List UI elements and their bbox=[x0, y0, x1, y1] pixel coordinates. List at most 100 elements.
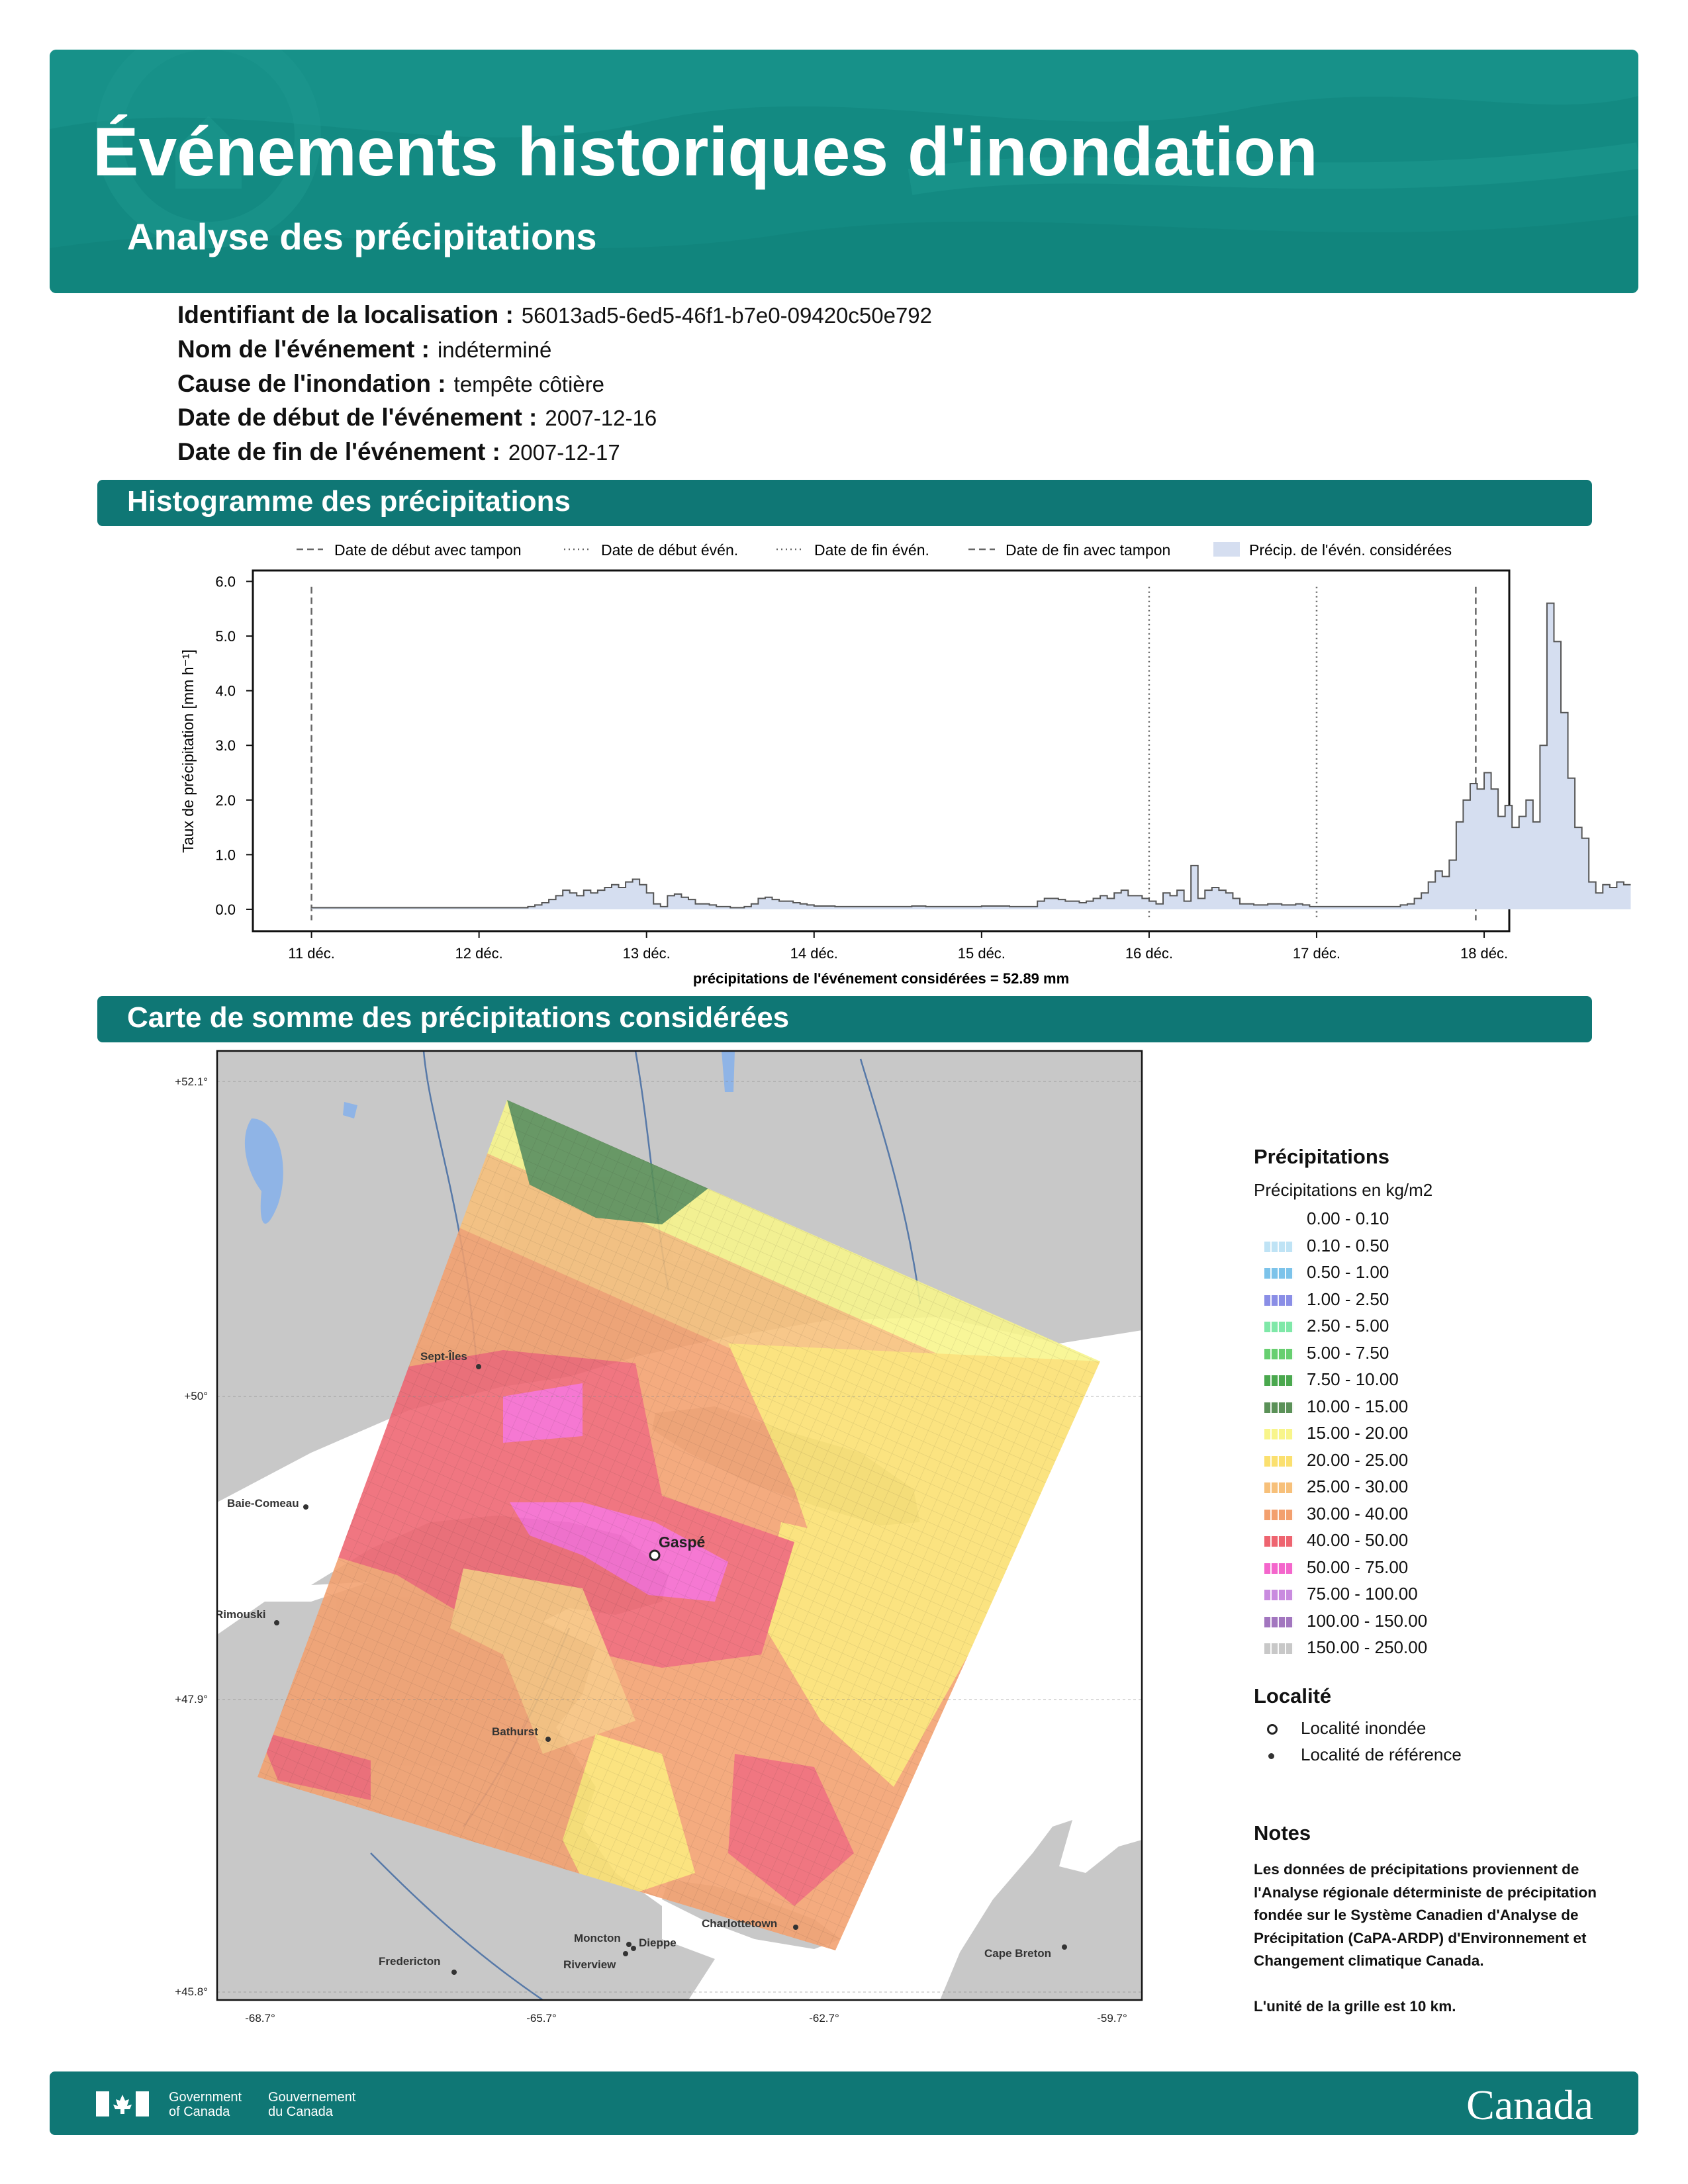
y-tick-label: 1.0 bbox=[215, 846, 236, 863]
section-title: Histogramme des précipitations bbox=[127, 485, 571, 518]
legend-class-row: 0.00 - 0.10 bbox=[1264, 1208, 1389, 1231]
legend-flooded-label: Localité inondée bbox=[1301, 1718, 1427, 1738]
notes-paragraph: Les données de précipitations proviennen… bbox=[1254, 1861, 1597, 1969]
info-label: Nom de l'événement : bbox=[177, 336, 430, 363]
place-label: Bathurst bbox=[492, 1725, 538, 1738]
map-frame bbox=[216, 1050, 1143, 2001]
footer-bar: Government of Canada Gouvernement du Can… bbox=[50, 2071, 1638, 2135]
legend-class-row: 7.50 - 10.00 bbox=[1264, 1369, 1399, 1392]
lat-label: +50° bbox=[184, 1390, 208, 1402]
legend-class-row: 20.00 - 25.00 bbox=[1264, 1450, 1408, 1473]
legend-class-label: 0.50 - 1.00 bbox=[1307, 1262, 1389, 1282]
plot-frame bbox=[252, 569, 1511, 933]
y-tick-label: 0.0 bbox=[215, 901, 236, 918]
legend-swatch bbox=[1264, 1268, 1293, 1279]
place-label: Riverview bbox=[563, 1958, 616, 1971]
legend-class-label: 150.00 - 250.00 bbox=[1307, 1637, 1428, 1657]
legend-class-label: 10.00 - 15.00 bbox=[1307, 1396, 1409, 1416]
legend-flooded-row: Localité inondée bbox=[1264, 1718, 1426, 1739]
legend-swatch bbox=[1264, 1643, 1293, 1655]
legend-precip-subtitle: Précipitations en kg/m2 bbox=[1254, 1180, 1433, 1200]
lon-label: -65.7° bbox=[526, 2012, 557, 2025]
legend-label: Date de début avec tampon bbox=[334, 541, 522, 559]
legend-reference-label: Localité de référence bbox=[1301, 1745, 1462, 1764]
legend-swatch bbox=[1264, 1214, 1293, 1226]
legend-class-row: 15.00 - 20.00 bbox=[1264, 1423, 1408, 1445]
info-label: Date de début de l'événement : bbox=[177, 404, 538, 431]
reference-marker-icon bbox=[1268, 1752, 1274, 1759]
info-label: Date de fin de l'événement : bbox=[177, 438, 500, 465]
legend-swatch bbox=[1264, 1402, 1293, 1413]
legend-precip-title: Précipitations bbox=[1254, 1145, 1389, 1168]
title-banner: Événements historiques d'inondation Anal… bbox=[50, 50, 1638, 293]
legend-swatch bbox=[1264, 1536, 1293, 1547]
legend-class-row: 10.00 - 15.00 bbox=[1264, 1396, 1408, 1419]
info-event-name: Nom de l'événement : indéterminé bbox=[177, 336, 551, 363]
place-label: Baie-Comeau bbox=[227, 1497, 299, 1510]
legend-class-row: 0.10 - 0.50 bbox=[1264, 1236, 1389, 1258]
x-tick-label: 17 déc. bbox=[1293, 945, 1340, 962]
legend-swatch bbox=[1264, 1563, 1293, 1574]
legend-class-label: 50.00 - 75.00 bbox=[1307, 1557, 1409, 1577]
y-tick-label: 6.0 bbox=[215, 574, 236, 590]
legend-class-row: 0.50 - 1.00 bbox=[1264, 1262, 1389, 1285]
legend-class-label: 30.00 - 40.00 bbox=[1307, 1503, 1409, 1524]
legend-locality-title: Localité bbox=[1254, 1684, 1332, 1707]
y-tick-label: 4.0 bbox=[215, 683, 236, 700]
legend-class-label: 7.50 - 10.00 bbox=[1307, 1369, 1399, 1389]
legend-class-row: 5.00 - 7.50 bbox=[1264, 1343, 1389, 1365]
notes-body: Les données de précipitations proviennen… bbox=[1254, 1858, 1624, 2018]
legend-class-label: 75.00 - 100.00 bbox=[1307, 1584, 1418, 1604]
banner-wave-decoration bbox=[50, 50, 1638, 293]
canada-flag-icon bbox=[96, 2091, 149, 2116]
chart-legend: Date de début avec tampon Date de début … bbox=[297, 541, 1452, 559]
legend-reference-row: Localité de référence bbox=[1264, 1745, 1462, 1765]
section-histogram-header: Histogramme des précipitations bbox=[97, 480, 1592, 526]
legend-class-row: 1.00 - 2.50 bbox=[1264, 1289, 1389, 1312]
legend-class-row: 150.00 - 250.00 bbox=[1264, 1637, 1427, 1660]
lat-label: +47.9° bbox=[175, 1693, 208, 1706]
lon-label: -62.7° bbox=[809, 2012, 839, 2025]
place-label: Dieppe bbox=[639, 1936, 677, 1949]
legend-class-label: 0.10 - 0.50 bbox=[1307, 1235, 1389, 1255]
precip-area bbox=[311, 603, 1631, 909]
gov-fr-label: Gouvernement du Canada bbox=[268, 2090, 356, 2119]
notes-grid-unit: L'unité de la grille est 10 km. bbox=[1254, 1997, 1456, 2015]
place-label: Gaspé bbox=[659, 1533, 705, 1551]
flooded-location-marker bbox=[649, 1549, 661, 1561]
legend-swatch bbox=[1264, 1295, 1293, 1306]
legend-label: Précip. de l'évén. considérées bbox=[1249, 541, 1452, 559]
legend-swatch bbox=[1264, 1375, 1293, 1387]
legend-class-label: 20.00 - 25.00 bbox=[1307, 1449, 1409, 1470]
info-start-date: Date de début de l'événement : 2007-12-16 bbox=[177, 404, 657, 432]
section-map-header: Carte de somme des précipitations consid… bbox=[97, 996, 1592, 1042]
info-value: 56013ad5-6ed5-46f1-b7e0-09420c50e792 bbox=[521, 303, 933, 328]
graticule bbox=[217, 1081, 1142, 1993]
x-tick-label: 13 déc. bbox=[623, 945, 671, 962]
info-label: Cause de l'inondation : bbox=[177, 370, 446, 397]
legend-class-row: 75.00 - 100.00 bbox=[1264, 1584, 1418, 1606]
page-title: Événements historiques d'inondation bbox=[93, 114, 1318, 191]
y-tick-label: 2.0 bbox=[215, 792, 236, 809]
lake bbox=[244, 1118, 283, 1224]
legend-swatch bbox=[1264, 1429, 1293, 1440]
place-label: Sept-Îles bbox=[420, 1350, 467, 1363]
info-value: indéterminé bbox=[437, 338, 552, 362]
lat-label: +52.1° bbox=[175, 1075, 208, 1088]
info-value: 2007-12-17 bbox=[508, 440, 620, 465]
legend-label: Date de début évén. bbox=[601, 541, 738, 559]
canada-wordmark: Canada bbox=[1466, 2081, 1593, 2128]
legend-swatch bbox=[1264, 1322, 1293, 1333]
place-label: Moncton bbox=[574, 1932, 621, 1944]
notes-title: Notes bbox=[1254, 1821, 1311, 1844]
legend-class-row: 50.00 - 75.00 bbox=[1264, 1557, 1408, 1580]
legend-swatch bbox=[1264, 1348, 1293, 1359]
x-tick-label: 15 déc. bbox=[958, 945, 1006, 962]
legend-class-label: 40.00 - 50.00 bbox=[1307, 1530, 1409, 1550]
lon-label: -59.7° bbox=[1097, 2012, 1127, 2025]
lake bbox=[343, 1102, 357, 1118]
x-tick-label: 16 déc. bbox=[1125, 945, 1173, 962]
info-label: Identifiant de la localisation : bbox=[177, 301, 514, 328]
legend-class-row: 40.00 - 50.00 bbox=[1264, 1530, 1408, 1553]
place-label: Cape Breton bbox=[984, 1947, 1051, 1960]
